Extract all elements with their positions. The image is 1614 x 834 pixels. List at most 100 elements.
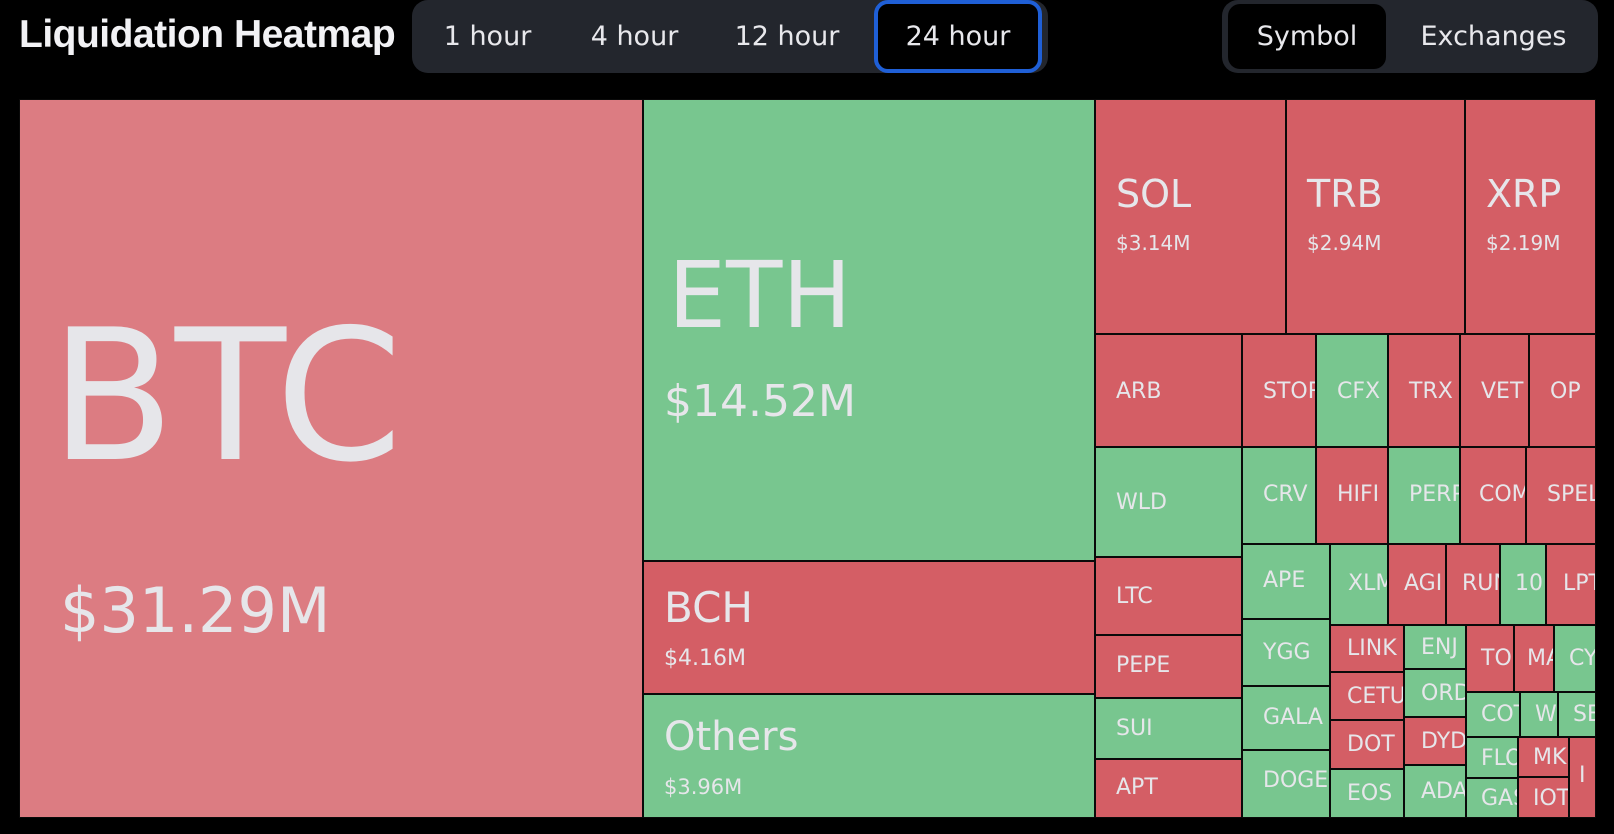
tile-symbol: APT	[1116, 775, 1158, 800]
tile-link[interactable]: LINK	[1330, 625, 1404, 672]
tile-woo[interactable]: WOO	[1520, 692, 1558, 737]
tile-symbol: I	[1579, 763, 1586, 788]
tile-ton[interactable]: TON	[1466, 625, 1514, 692]
tile-mkr[interactable]: MKR	[1518, 737, 1569, 777]
tile-symbol: ADA	[1421, 779, 1466, 804]
tile-symbol: RUNE	[1462, 571, 1499, 596]
tile-symbol: LPT	[1563, 571, 1595, 596]
tile-symbol: GALA	[1263, 705, 1323, 730]
tile-iota[interactable]: IOTA	[1518, 777, 1569, 818]
tile-ordi[interactable]: ORDI	[1404, 669, 1466, 717]
tile-symbol: DYDX	[1421, 729, 1466, 754]
tile-symbol: ETH	[668, 242, 852, 349]
tile-arb[interactable]: ARB	[1095, 334, 1242, 447]
tile-symbol: TRX	[1409, 379, 1453, 404]
tile-eth[interactable]: ETH $14.52M	[643, 99, 1095, 561]
tile-ape[interactable]: APE	[1242, 544, 1330, 619]
tile-sei[interactable]: SEI	[1558, 692, 1596, 737]
tile-xrp[interactable]: XRP $2.19M	[1465, 99, 1596, 334]
tile-symbol: COMP	[1479, 482, 1525, 507]
tile-symbol: VET	[1481, 379, 1524, 404]
tile-sui[interactable]: SUI	[1095, 698, 1242, 759]
tile-misc[interactable]: I	[1569, 737, 1596, 818]
tile-symbol: FLOW	[1481, 746, 1517, 771]
tile-symbol: WOO	[1535, 702, 1557, 727]
tile-wld[interactable]: WLD	[1095, 447, 1242, 557]
tile-mask[interactable]: MASK	[1514, 625, 1554, 692]
tile-symbol: HIFI	[1337, 482, 1380, 507]
tile-ltc[interactable]: LTC	[1095, 557, 1242, 635]
tile-dydx[interactable]: DYDX	[1404, 717, 1466, 765]
tile-coti[interactable]: COTI	[1466, 692, 1520, 737]
tile-comp[interactable]: COMP	[1460, 447, 1526, 544]
tile-symbol: SOL	[1116, 172, 1192, 216]
tile-value: $2.19M	[1486, 231, 1561, 255]
tile-bch[interactable]: BCH $4.16M	[643, 561, 1095, 694]
tile-symbol: YGG	[1263, 640, 1311, 665]
tile-symbol: BCH	[664, 583, 753, 632]
tile-symbol: PERP	[1409, 482, 1460, 507]
tile-symbol: DOGE	[1263, 768, 1329, 793]
tile-symbol: CYBER	[1569, 646, 1596, 671]
tile-symbol: WLD	[1116, 490, 1167, 515]
tile-symbol: EOS	[1347, 781, 1393, 806]
tile-perp[interactable]: PERP	[1388, 447, 1460, 544]
tile-vet[interactable]: VET	[1460, 334, 1529, 447]
tile-symbol: SUI	[1116, 716, 1153, 741]
tile-ten[interactable]: 10	[1500, 544, 1546, 625]
tile-symbol: IOTA	[1533, 786, 1569, 811]
tile-value: $2.94M	[1307, 231, 1382, 255]
tile-op[interactable]: OP	[1529, 334, 1596, 447]
tile-cfx[interactable]: CFX	[1316, 334, 1388, 447]
tile-ygg[interactable]: YGG	[1242, 619, 1330, 686]
tile-xlm[interactable]: XLM	[1330, 544, 1388, 625]
view-option-exchanges[interactable]: Exchanges	[1420, 21, 1567, 52]
tile-trx[interactable]: TRX	[1388, 334, 1460, 447]
tile-doge[interactable]: DOGE	[1242, 750, 1330, 818]
view-option-symbol[interactable]: Symbol	[1228, 4, 1386, 69]
tile-crv[interactable]: CRV	[1242, 447, 1316, 544]
tile-trb[interactable]: TRB $2.94M	[1286, 99, 1465, 334]
tile-symbol: ENJ	[1421, 635, 1458, 660]
tile-rune[interactable]: RUNE	[1446, 544, 1500, 625]
tile-value: $4.16M	[664, 646, 746, 671]
tile-cyber[interactable]: CYBER	[1554, 625, 1596, 692]
tile-pepe[interactable]: PEPE	[1095, 635, 1242, 698]
time-option-24h[interactable]: 24 hour	[874, 0, 1042, 73]
tile-enj[interactable]: ENJ	[1404, 625, 1466, 669]
tile-cetus[interactable]: CETUS	[1330, 672, 1404, 720]
tile-sol[interactable]: SOL $3.14M	[1095, 99, 1286, 334]
tile-symbol: SEI	[1573, 702, 1595, 727]
tile-apt[interactable]: APT	[1095, 759, 1242, 818]
tile-dot[interactable]: DOT	[1330, 720, 1404, 769]
tile-symbol: CFX	[1337, 379, 1381, 404]
tile-ada[interactable]: ADA	[1404, 765, 1466, 818]
tile-flow[interactable]: FLOW	[1466, 737, 1518, 778]
tile-value: $3.96M	[664, 775, 743, 799]
tile-symbol: COTI	[1481, 702, 1519, 727]
tile-symbol: APE	[1263, 568, 1306, 593]
tile-lpt[interactable]: LPT	[1546, 544, 1596, 625]
tile-hifi[interactable]: HIFI	[1316, 447, 1388, 544]
tile-symbol: DOT	[1347, 732, 1395, 757]
tile-symbol: GAS	[1481, 786, 1517, 811]
time-option-4h[interactable]: 4 hour	[590, 21, 679, 52]
tile-symbol: MASK	[1527, 646, 1553, 671]
tile-spell[interactable]: SPELL	[1526, 447, 1596, 544]
tile-value: $3.14M	[1116, 231, 1191, 255]
tile-eos[interactable]: EOS	[1330, 769, 1404, 818]
tile-others[interactable]: Others $3.96M	[643, 694, 1095, 818]
tile-gas[interactable]: GAS	[1466, 778, 1518, 818]
tile-agi[interactable]: AGI	[1388, 544, 1446, 625]
tile-symbol: PEPE	[1116, 653, 1171, 678]
header-bar: Liquidation Heatmap 1 hour 4 hour 12 hou…	[0, 0, 1614, 80]
time-option-1h[interactable]: 1 hour	[443, 21, 532, 52]
tile-btc[interactable]: BTC $31.29M	[19, 99, 643, 818]
time-option-12h[interactable]: 12 hour	[734, 21, 840, 52]
tile-stor[interactable]: STOR	[1242, 334, 1316, 447]
tile-symbol: 10	[1515, 571, 1543, 596]
tile-gala[interactable]: GALA	[1242, 686, 1330, 750]
view-mode-selector: Symbol Exchanges	[1222, 0, 1598, 73]
liquidation-treemap: BTC $31.29M ETH $14.52M BCH $4.16M Other…	[19, 99, 1596, 818]
tile-symbol: XLM	[1348, 571, 1387, 596]
